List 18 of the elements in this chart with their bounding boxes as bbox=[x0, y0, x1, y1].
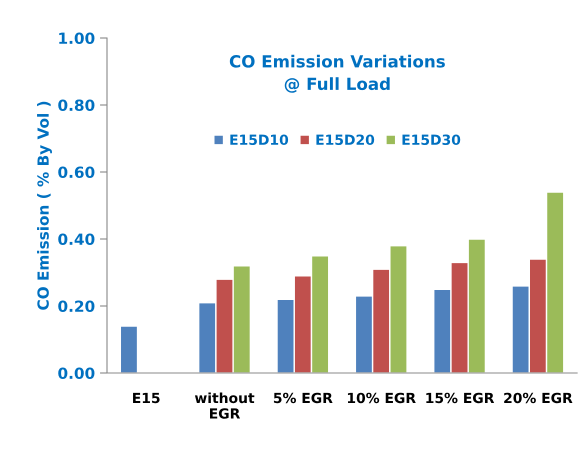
legend-label: E15D30 bbox=[402, 134, 460, 145]
bar bbox=[120, 325, 138, 373]
y-tick-label: 0.60 bbox=[58, 166, 94, 178]
y-tick-label: 0.00 bbox=[58, 367, 94, 380]
x-tick-label: 20% EGR bbox=[504, 392, 572, 404]
x-tick-label: without EGR bbox=[194, 392, 254, 419]
x-tick-label: 5% EGR bbox=[274, 392, 333, 404]
x-tick-label: E15 bbox=[133, 392, 160, 404]
y-tick-label: 0.40 bbox=[58, 233, 94, 246]
y-axis-title: CO Emission ( % By Vol ) bbox=[37, 102, 52, 310]
legend-label: E15D10 bbox=[230, 134, 288, 145]
x-tick-label: 15% EGR bbox=[426, 392, 494, 404]
x-tick-label: 10% EGR bbox=[348, 392, 416, 404]
y-tick-label: 0.20 bbox=[58, 300, 94, 312]
text: CO Emission Variations @ Full Load bbox=[230, 54, 445, 93]
legend-label: E15D20 bbox=[316, 134, 374, 145]
y-tick-label: 0.80 bbox=[58, 99, 94, 112]
y-tick-label: 1.00 bbox=[59, 32, 94, 44]
